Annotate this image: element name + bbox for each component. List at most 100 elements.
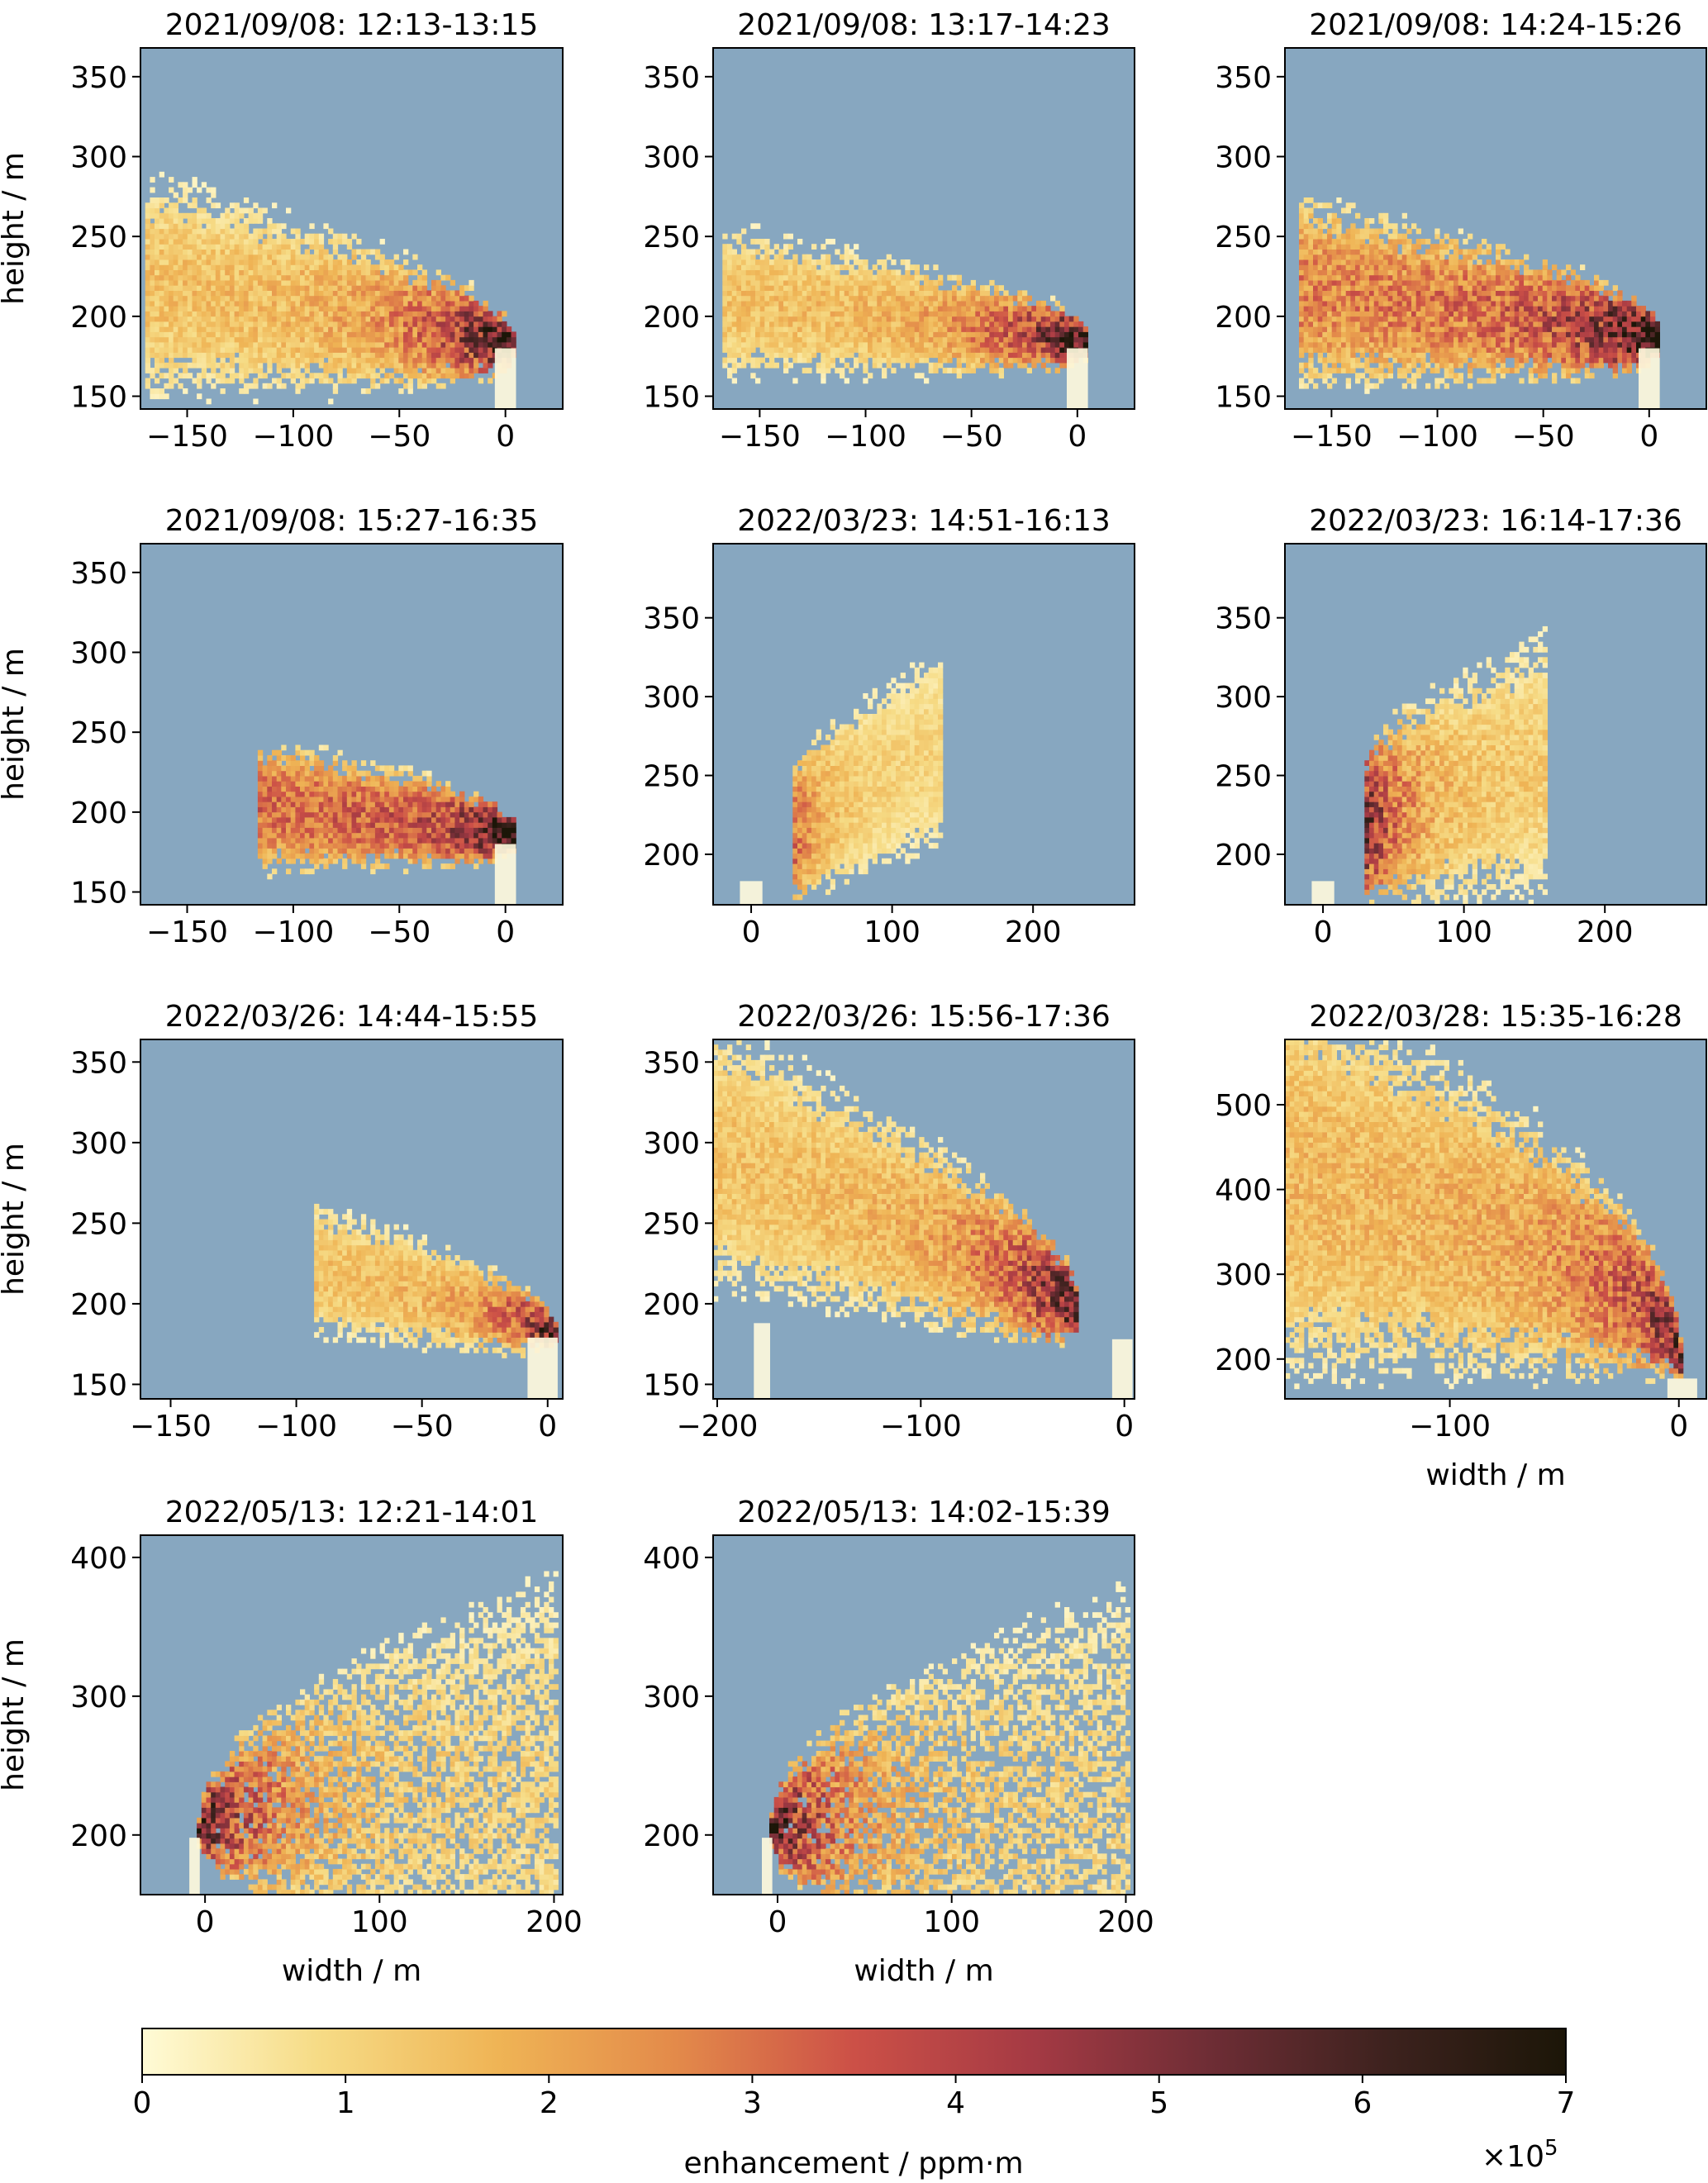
plume-cell — [1486, 352, 1492, 359]
plume-cell — [727, 269, 733, 276]
plume-cell — [1026, 341, 1032, 348]
plume-cell — [450, 336, 455, 343]
plume-cell — [464, 311, 470, 317]
plume-cell — [300, 311, 306, 317]
plume-cell — [220, 326, 226, 332]
plume-cell — [1430, 249, 1435, 255]
plume-cell — [187, 285, 193, 291]
plume-cell — [1336, 295, 1342, 302]
plume-cell — [1430, 264, 1435, 270]
plume-cell — [206, 269, 212, 276]
plume-cell — [802, 368, 807, 373]
plume-cell — [234, 202, 240, 209]
plume-cell — [792, 316, 798, 322]
plume-cell — [863, 378, 868, 384]
plume-cell — [741, 341, 747, 348]
plume-cell — [183, 274, 188, 281]
plume-cell — [896, 347, 902, 353]
plume-cell — [1322, 316, 1328, 322]
plume-cell — [989, 295, 995, 302]
plume-cell — [1496, 321, 1501, 327]
plume-cell — [257, 233, 264, 240]
plume-cell — [952, 368, 958, 373]
plume-cell — [727, 326, 733, 332]
plume-cell — [994, 311, 1000, 317]
plume-cell — [811, 326, 817, 332]
plume-cell — [314, 259, 320, 265]
plume-cell — [239, 285, 245, 291]
plume-cell — [370, 383, 376, 389]
plume-cell — [155, 347, 160, 353]
plume-cell — [1397, 279, 1403, 286]
plume-cell — [356, 239, 362, 245]
plume-cell — [332, 306, 339, 312]
plume-cell — [896, 269, 902, 276]
plume-cell — [980, 300, 986, 307]
plume-cell — [201, 347, 207, 353]
plume-cell — [769, 316, 775, 322]
plume-cell — [980, 341, 986, 348]
plume-cell — [478, 326, 484, 332]
plume-cell — [792, 279, 798, 286]
plume-cell — [1519, 331, 1525, 338]
plume-cell — [933, 326, 939, 332]
plume-cell — [980, 347, 986, 353]
plume-cell — [759, 290, 765, 297]
plume-cell — [1468, 347, 1473, 353]
plume-cell — [155, 316, 160, 322]
plume-cell — [722, 285, 728, 291]
plume-cell — [262, 259, 268, 265]
plume-cell — [928, 321, 934, 327]
plume-cell — [407, 321, 413, 327]
plume-cell — [243, 290, 250, 297]
plume-cell — [759, 259, 765, 265]
plume-cell — [164, 269, 169, 276]
plume-cell — [1439, 378, 1445, 384]
plume-cell — [173, 274, 178, 281]
plume-cell — [281, 306, 287, 312]
plume-cell — [183, 311, 188, 317]
plume-cell — [886, 326, 892, 332]
plume-cell — [984, 306, 990, 312]
plume-cell — [1411, 331, 1417, 338]
plume-cell — [1556, 331, 1562, 338]
plume-cell — [1514, 316, 1520, 322]
plume-cell — [769, 321, 775, 327]
plume-cell — [868, 331, 873, 338]
plume-cell — [797, 285, 803, 291]
plume-cell — [253, 233, 259, 240]
plume-cell — [388, 336, 395, 343]
plume-cell — [755, 223, 761, 230]
plume-cell — [155, 197, 160, 203]
plume-cell — [1355, 279, 1361, 286]
plume-cell — [272, 300, 278, 307]
plume-cell — [750, 300, 756, 307]
plume-cell — [1378, 357, 1384, 364]
plume-cell — [984, 341, 990, 348]
plume-cell — [1378, 311, 1384, 317]
plume-cell — [492, 336, 498, 343]
plume-cell — [370, 264, 376, 270]
plume-cell — [370, 321, 376, 327]
plume-cell — [764, 239, 770, 245]
plume-cell — [755, 295, 761, 302]
plume-cell — [1317, 295, 1323, 302]
plume-cell — [1491, 279, 1496, 286]
plume-cell — [272, 244, 278, 250]
plume-cell — [755, 362, 761, 369]
plume-cell — [1449, 373, 1454, 379]
plume-cell — [806, 331, 812, 338]
plume-cell — [318, 264, 325, 270]
plume-cell — [1373, 249, 1379, 255]
plume-cell — [183, 368, 188, 373]
plume-cell — [1299, 341, 1305, 348]
plume-cell — [1355, 373, 1361, 379]
plume-cell — [872, 290, 878, 297]
plume-cell — [811, 336, 817, 343]
plume-cell — [882, 373, 887, 379]
plume-cell — [797, 321, 803, 327]
plume-cell — [891, 326, 897, 332]
plume-cell — [483, 306, 488, 312]
plume-cell — [1059, 306, 1065, 312]
plume-cell — [215, 259, 221, 265]
